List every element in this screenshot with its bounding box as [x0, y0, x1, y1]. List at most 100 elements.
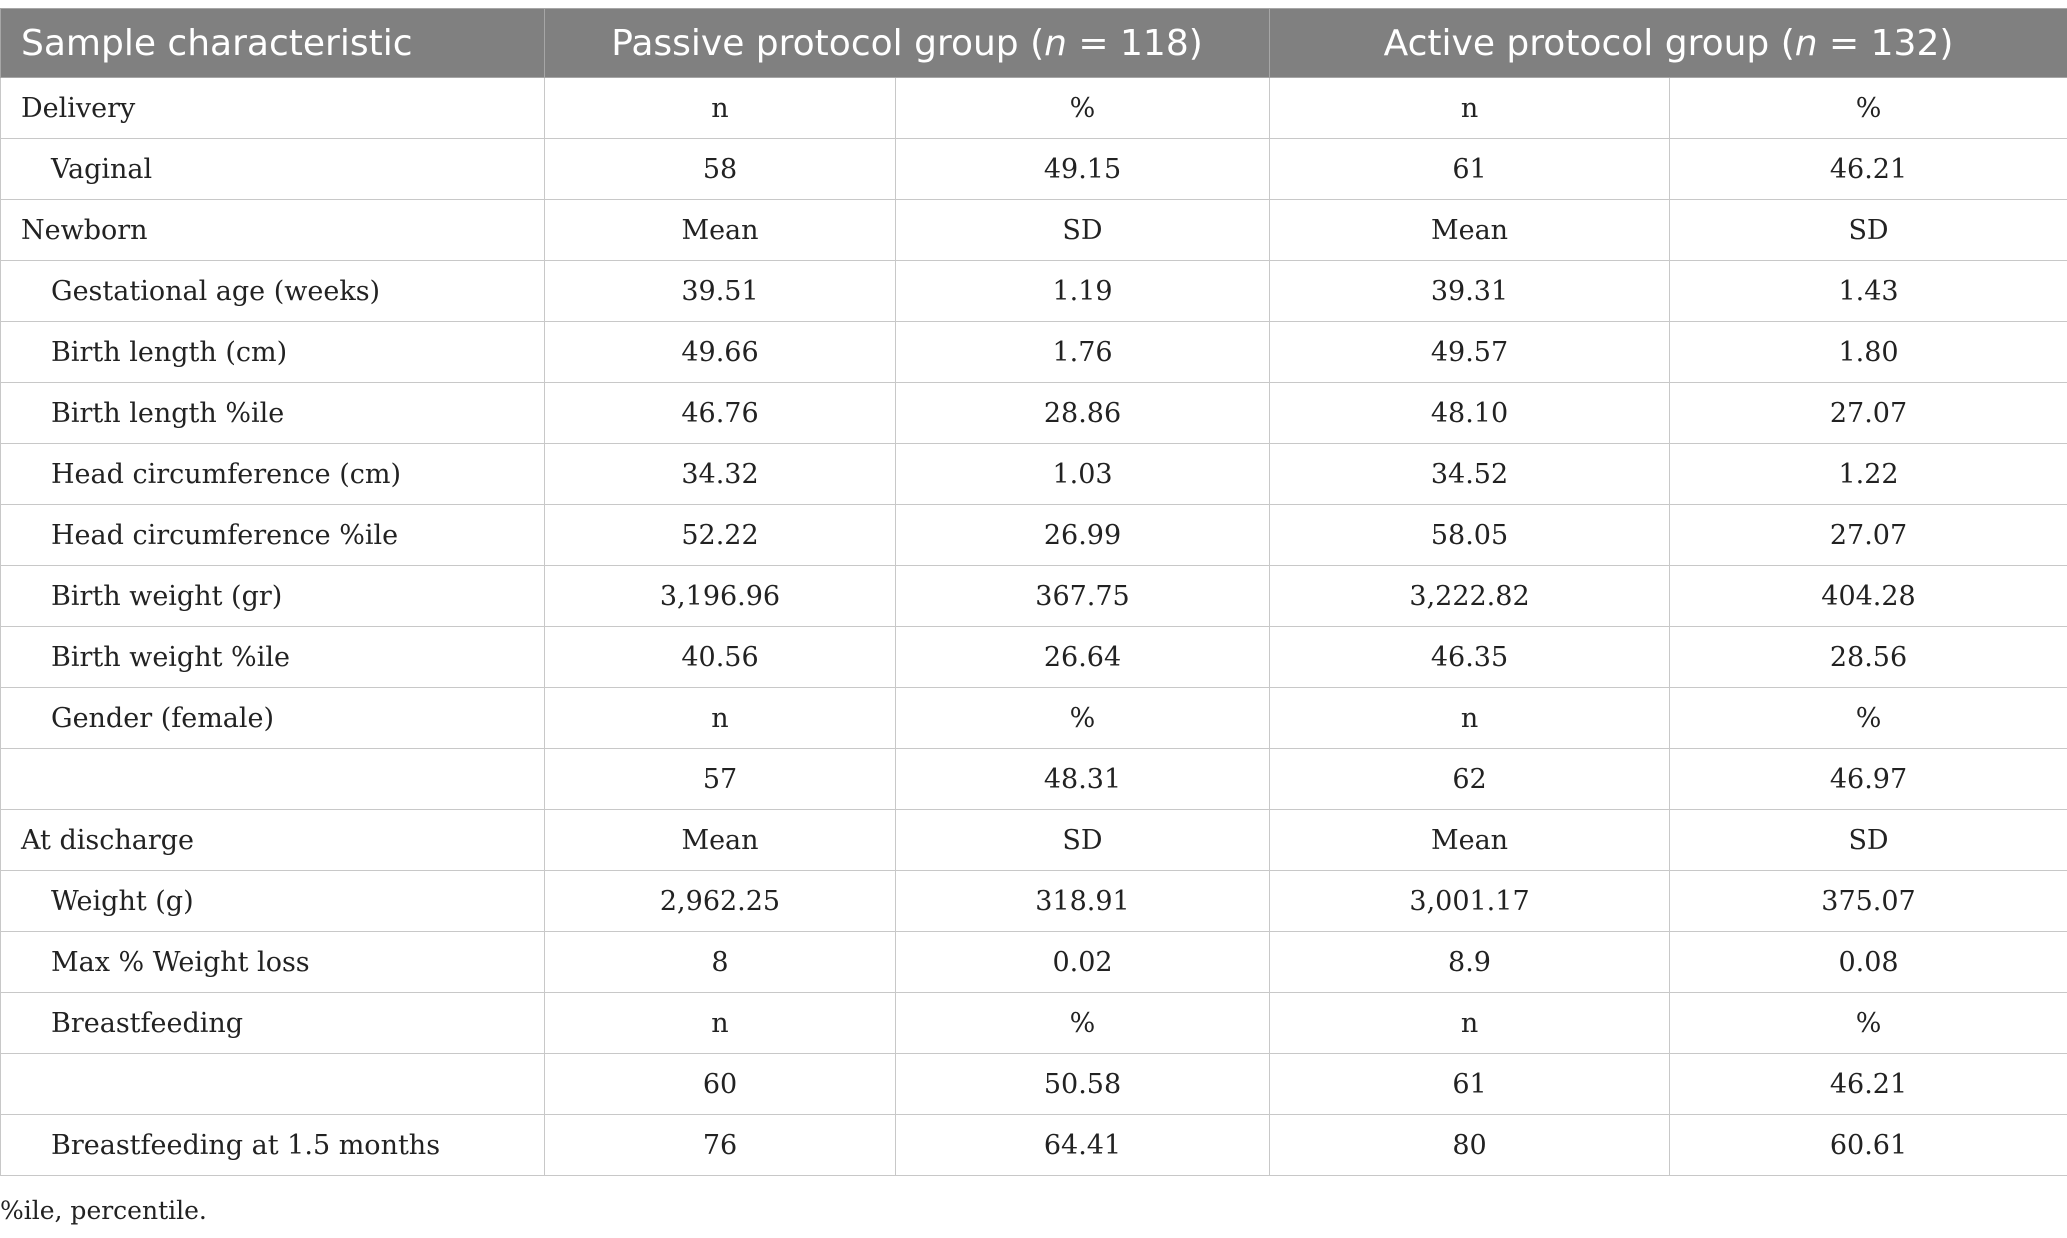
passive-value-2-cell: 64.41 [894, 1114, 1271, 1176]
active-value-2-cell: 375.07 [1669, 870, 2067, 932]
table-row: Head circumference %ile 52.22 26.99 58.05 27… [0, 504, 2067, 566]
passive-value-1-cell: 49.66 [544, 321, 896, 383]
header-active-suffix: = 132) [1817, 22, 1954, 64]
passive-value-1-cell: Mean [544, 199, 896, 261]
active-value-1-cell: Mean [1269, 199, 1671, 261]
active-value-2-cell: 404.28 [1669, 565, 2067, 627]
active-value-1-cell: 80 [1269, 1114, 1671, 1176]
row-label: Gestational age (weeks) [0, 260, 545, 322]
table-row: Delivery n% n% [0, 77, 2067, 139]
active-value-2-cell: 60.61 [1669, 1114, 2067, 1176]
row-label: Weight (g) [0, 870, 545, 932]
row-label: Newborn [0, 199, 545, 261]
table-row: Breastfeeding n% n% [0, 992, 2067, 1054]
characteristics-table-container: Sample characteristic Passive protocol g… [0, 8, 2067, 1176]
active-value-1-cell: 8.9 [1269, 931, 1671, 993]
passive-value-2-cell: % [894, 992, 1271, 1054]
passive-value-2-cell: % [894, 77, 1271, 139]
passive-value-2-cell: 26.64 [894, 626, 1271, 688]
passive-value-2-cell: 0.02 [894, 931, 1271, 993]
passive-value-2-cell: 1.19 [894, 260, 1271, 322]
passive-value-2-cell: 1.76 [894, 321, 1271, 383]
active-value-2-cell: 27.07 [1669, 504, 2067, 566]
active-value-2-cell: % [1669, 687, 2067, 749]
table-row: Gender (female) n% n% [0, 687, 2067, 749]
active-value-2-cell: 46.21 [1669, 138, 2067, 200]
table-row: Weight (g) 2,962.25 318.91 3,001.17 375.07 [0, 870, 2067, 932]
active-value-1-cell: n [1269, 77, 1671, 139]
header-passive-prefix: Passive protocol group ( [611, 22, 1045, 64]
active-value-2-cell: 1.80 [1669, 321, 2067, 383]
table-row: Birth weight %ile 40.56 26.64 46.35 28.56 [0, 626, 2067, 688]
header-active-n-symbol: n [1794, 22, 1818, 64]
table-row: At discharge Mean SD Mean SD [0, 809, 2067, 871]
active-value-1-cell: n [1269, 687, 1671, 749]
passive-value-1-cell: 8 [544, 931, 896, 993]
active-value-2-cell: % [1669, 77, 2067, 139]
row-label: Head circumference %ile [0, 504, 545, 566]
active-value-1-cell: 58.05 [1269, 504, 1671, 566]
active-value-2-cell: 28.56 [1669, 626, 2067, 688]
table-footnote: %ile, percentile. [0, 1196, 207, 1225]
active-value-2-cell: 46.97 [1669, 748, 2067, 810]
passive-value-1-cell: n [544, 687, 896, 749]
active-value-1-cell: 39.31 [1269, 260, 1671, 322]
active-value-1-cell: Mean [1269, 809, 1671, 871]
header-active-group: Active protocol group (n = 132) [1269, 8, 2067, 78]
passive-value-1-cell: 57 [544, 748, 896, 810]
active-value-2-cell: 27.07 [1669, 382, 2067, 444]
row-label: Birth length %ile [0, 382, 545, 444]
table-row: 60 50.58 61 46.21 [0, 1053, 2067, 1115]
table-row: Max % Weight loss 8 0.02 8.9 0.08 [0, 931, 2067, 993]
passive-value-1-cell: 46.76 [544, 382, 896, 444]
header-passive-n-symbol: n [1044, 22, 1067, 64]
row-label: Birth weight %ile [0, 626, 545, 688]
table-row: Newborn Mean SD Mean SD [0, 199, 2067, 261]
table-row: 57 48.31 62 46.97 [0, 748, 2067, 810]
row-label: Vaginal [0, 138, 545, 200]
table-row: Gestational age (weeks) 39.51 1.19 39.31 1.4… [0, 260, 2067, 322]
passive-value-1-cell: n [544, 992, 896, 1054]
header-active-prefix: Active protocol group ( [1383, 22, 1795, 64]
active-value-1-cell: 34.52 [1269, 443, 1671, 505]
row-label: Delivery [0, 77, 545, 139]
active-value-2-cell: SD [1669, 809, 2067, 871]
active-value-2-cell: 1.43 [1669, 260, 2067, 322]
passive-value-2-cell: SD [894, 199, 1271, 261]
header-passive-group: Passive protocol group (n = 118) [543, 8, 1271, 78]
table-row: Breastfeeding at 1.5 months 76 64.41 80 60.6… [0, 1114, 2067, 1176]
passive-value-1-cell: 2,962.25 [544, 870, 896, 932]
passive-value-2-cell: 49.15 [894, 138, 1271, 200]
row-label: Breastfeeding at 1.5 months [0, 1114, 545, 1176]
row-label: Birth weight (gr) [0, 565, 545, 627]
passive-value-2-cell: 50.58 [894, 1053, 1271, 1115]
row-label: Head circumference (cm) [0, 443, 545, 505]
table-body: Delivery n% n% Vaginal 58 49.15 61 46.21 Newborn… [0, 77, 2067, 1176]
active-value-1-cell: 49.57 [1269, 321, 1671, 383]
passive-value-1-cell: Mean [544, 809, 896, 871]
passive-value-1-cell: 39.51 [544, 260, 896, 322]
active-value-1-cell: 46.35 [1269, 626, 1671, 688]
header-sample-characteristic: Sample characteristic [0, 8, 545, 78]
row-label [0, 1053, 545, 1115]
passive-value-2-cell: 318.91 [894, 870, 1271, 932]
passive-value-2-cell: 28.86 [894, 382, 1271, 444]
passive-value-1-cell: 34.32 [544, 443, 896, 505]
active-value-1-cell: 61 [1269, 138, 1671, 200]
active-value-1-cell: 3,222.82 [1269, 565, 1671, 627]
active-value-2-cell: 0.08 [1669, 931, 2067, 993]
row-label: Breastfeeding [0, 992, 545, 1054]
passive-value-1-cell: 3,196.96 [544, 565, 896, 627]
active-value-2-cell: % [1669, 992, 2067, 1054]
row-label: At discharge [0, 809, 545, 871]
table-row: Birth length %ile 46.76 28.86 48.10 27.07 [0, 382, 2067, 444]
passive-value-1-cell: 52.22 [544, 504, 896, 566]
active-value-2-cell: 1.22 [1669, 443, 2067, 505]
passive-value-2-cell: 367.75 [894, 565, 1271, 627]
passive-value-2-cell: % [894, 687, 1271, 749]
active-value-2-cell: 46.21 [1669, 1053, 2067, 1115]
passive-value-2-cell: 1.03 [894, 443, 1271, 505]
active-value-1-cell: n [1269, 992, 1671, 1054]
table-row: Birth weight (gr) 3,196.96 367.75 3,222.82 4… [0, 565, 2067, 627]
row-label: Gender (female) [0, 687, 545, 749]
